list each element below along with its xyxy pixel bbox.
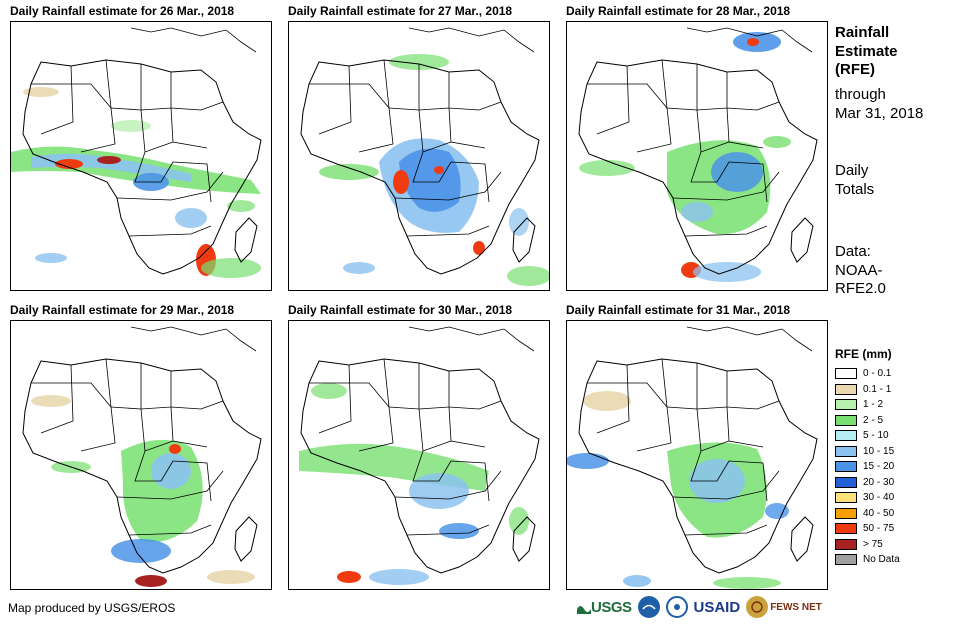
usgs-logo-text: USGS [591,598,632,616]
rain-areas [579,32,791,282]
rfe-legend: RFE (mm) 0 - 0.1 0.1 - 1 1 - 2 2 - 5 5 - 10 1… [835,347,900,568]
legend-label: 1 - 2 [863,399,884,411]
legend-swatch [835,445,857,457]
legend-label: 40 - 50 [863,507,895,519]
usaid-logo: USAID [694,599,741,616]
legend-swatch [835,523,857,535]
usgs-logo: USGS [577,599,632,616]
rainfall-map [10,21,272,291]
rainfall-map [288,21,550,291]
fews-net-logo: FEWS NET [746,596,822,618]
legend-swatch [835,368,857,380]
legend-swatch [835,507,857,519]
legend-swatch [835,414,857,426]
legend-label: 10 - 15 [863,445,895,457]
map-credit: Map produced by USGS/EROS [8,601,176,615]
data-line-1: Data: [835,243,871,260]
title-line-1: Rainfall [835,24,890,41]
legend-rows: 0 - 0.1 0.1 - 1 1 - 2 2 - 5 5 - 10 10 - 15 15 … [835,366,900,568]
rainfall-map [10,320,272,590]
legend-item: 1 - 2 [835,397,900,413]
legend-item: > 75 [835,537,900,553]
logo-strip: USGS USAID FEWS NET [577,594,828,620]
fews-globe-icon [746,596,769,618]
legend-label: 0.1 - 1 [863,383,892,395]
data-line-2: NOAA- [835,261,883,279]
through-date: Mar 31, 2018 [835,104,924,122]
daily-totals-label: Daily Totals [835,162,874,199]
data-source-label: Data: NOAA- RFE2.0 [835,243,886,299]
legend-item: 0 - 0.1 [835,366,900,382]
panel-title: Daily Rainfall estimate for 29 Mar., 201… [10,303,235,317]
legend-label: No Data [863,554,900,566]
legend-swatch [835,538,857,550]
legend-swatch [835,399,857,411]
legend-item: 10 - 15 [835,444,900,460]
legend-label: 0 - 0.1 [863,368,892,380]
legend-item: 30 - 40 [835,490,900,506]
noaa-seal-icon [637,596,660,618]
legend-label: 2 - 5 [863,414,884,426]
through-block: through Mar 31, 2018 [835,86,923,123]
legend-item: No Data [835,552,900,568]
legend-label: 5 - 10 [863,430,889,442]
legend-label: 50 - 75 [863,523,895,535]
figure-title: Rainfall Estimate (RFE) [835,24,898,80]
legend-item: 15 - 20 [835,459,900,475]
daily-line-1: Daily [835,162,869,179]
legend-item: 40 - 50 [835,506,900,522]
noaa-logo [637,596,660,618]
rain-areas [567,391,789,589]
legend-label: > 75 [863,538,883,550]
data-line-3: RFE2.0 [835,280,886,297]
panel-title: Daily Rainfall estimate for 31 Mar., 201… [566,303,791,317]
panel-title: Daily Rainfall estimate for 27 Mar., 201… [288,4,513,18]
rain-areas [11,87,261,278]
fews-net-text: FEWS NET [770,601,822,613]
panel-title: Daily Rainfall estimate for 26 Mar., 201… [10,4,235,18]
legend-swatch [835,383,857,395]
rainfall-map [566,21,828,291]
legend-label: 30 - 40 [863,492,895,504]
legend-swatch [835,461,857,473]
title-line-3: (RFE) [835,61,875,78]
usaid-logo-text: USAID [693,598,741,616]
legend-swatch [835,554,857,566]
title-line-2: Estimate [835,42,898,60]
rainfall-map [288,320,550,590]
legend-title: RFE (mm) [835,347,892,361]
legend-label: 15 - 20 [863,461,895,473]
legend-label: 20 - 30 [863,476,895,488]
legend-swatch [835,430,857,442]
rain-areas [319,54,549,286]
legend-item: 0.1 - 1 [835,382,900,398]
doi-seal [665,596,688,618]
legend-item: 50 - 75 [835,521,900,537]
rain-areas [299,383,529,585]
doi-seal-icon [665,596,688,618]
legend-swatch [835,492,857,504]
usgs-wave-icon [577,606,591,614]
legend-item: 20 - 30 [835,475,900,491]
rainfall-map [566,320,828,590]
legend-swatch [835,476,857,488]
daily-line-2: Totals [835,180,875,198]
legend-item: 5 - 10 [835,428,900,444]
panel-title: Daily Rainfall estimate for 28 Mar., 201… [566,4,791,18]
legend-item: 2 - 5 [835,413,900,429]
through-label: through [835,86,886,103]
panel-title: Daily Rainfall estimate for 30 Mar., 201… [288,303,513,317]
